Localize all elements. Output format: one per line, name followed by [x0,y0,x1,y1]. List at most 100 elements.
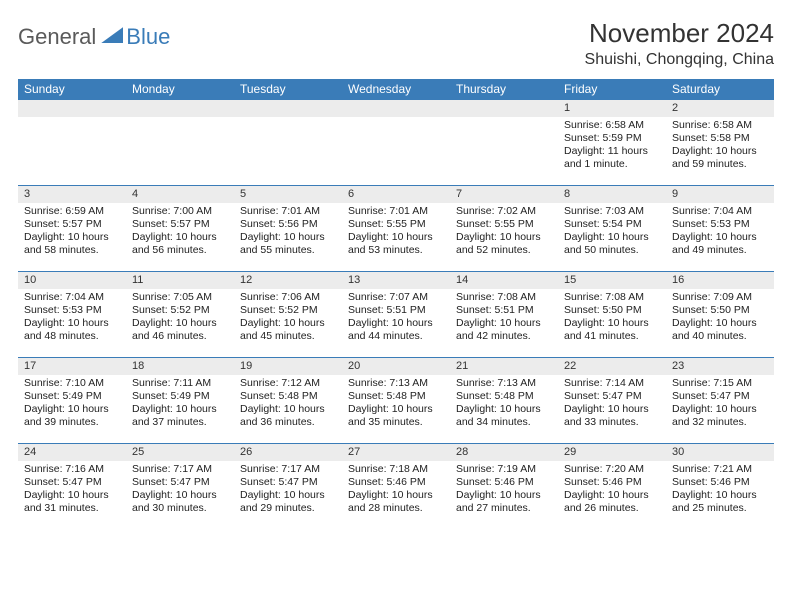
sunrise-text: Sunrise: 7:19 AM [456,463,552,476]
sunset-text: Sunset: 5:49 PM [24,390,120,403]
daylight-text: Daylight: 10 hours and 40 minutes. [672,317,768,343]
day-cell-4: 4Sunrise: 7:00 AMSunset: 5:57 PMDaylight… [126,185,234,271]
day-number: 24 [18,444,126,461]
daylight-text: Daylight: 10 hours and 55 minutes. [240,231,336,257]
day-number: 26 [234,444,342,461]
day-number: 28 [450,444,558,461]
day-number: 16 [666,272,774,289]
day-number [342,100,450,117]
sunset-text: Sunset: 5:59 PM [564,132,660,145]
sunrise-text: Sunrise: 7:17 AM [240,463,336,476]
day-number: 25 [126,444,234,461]
daylight-text: Daylight: 10 hours and 48 minutes. [24,317,120,343]
day-content: Sunrise: 7:14 AMSunset: 5:47 PMDaylight:… [558,375,666,432]
sunset-text: Sunset: 5:46 PM [348,476,444,489]
sunset-text: Sunset: 5:54 PM [564,218,660,231]
sunset-text: Sunset: 5:53 PM [672,218,768,231]
day-content: Sunrise: 7:00 AMSunset: 5:57 PMDaylight:… [126,203,234,260]
day-content: Sunrise: 7:17 AMSunset: 5:47 PMDaylight:… [234,461,342,518]
day-cell-2: 2Sunrise: 6:58 AMSunset: 5:58 PMDaylight… [666,99,774,185]
sunrise-text: Sunrise: 7:13 AM [456,377,552,390]
day-cell-11: 11Sunrise: 7:05 AMSunset: 5:52 PMDayligh… [126,271,234,357]
sunset-text: Sunset: 5:51 PM [456,304,552,317]
day-number: 7 [450,186,558,203]
day-cell-1: 1Sunrise: 6:58 AMSunset: 5:59 PMDaylight… [558,99,666,185]
sunset-text: Sunset: 5:58 PM [672,132,768,145]
sunrise-text: Sunrise: 7:07 AM [348,291,444,304]
logo-triangle-icon [101,27,123,43]
day-cell-13: 13Sunrise: 7:07 AMSunset: 5:51 PMDayligh… [342,271,450,357]
sunset-text: Sunset: 5:48 PM [240,390,336,403]
day-number: 18 [126,358,234,375]
page-header: General Blue November 2024 Shuishi, Chon… [18,18,774,69]
sunrise-text: Sunrise: 7:21 AM [672,463,768,476]
sunset-text: Sunset: 5:51 PM [348,304,444,317]
day-cell-18: 18Sunrise: 7:11 AMSunset: 5:49 PMDayligh… [126,357,234,443]
day-content: Sunrise: 7:16 AMSunset: 5:47 PMDaylight:… [18,461,126,518]
sunrise-text: Sunrise: 7:13 AM [348,377,444,390]
day-number: 23 [666,358,774,375]
calendar-page: General Blue November 2024 Shuishi, Chon… [0,0,792,541]
empty-cell [450,99,558,185]
sunrise-text: Sunrise: 7:00 AM [132,205,228,218]
sunrise-text: Sunrise: 7:15 AM [672,377,768,390]
day-cell-20: 20Sunrise: 7:13 AMSunset: 5:48 PMDayligh… [342,357,450,443]
day-number: 17 [18,358,126,375]
day-cell-29: 29Sunrise: 7:20 AMSunset: 5:46 PMDayligh… [558,443,666,529]
sunrise-text: Sunrise: 7:18 AM [348,463,444,476]
daylight-text: Daylight: 10 hours and 37 minutes. [132,403,228,429]
sunrise-text: Sunrise: 7:11 AM [132,377,228,390]
day-cell-25: 25Sunrise: 7:17 AMSunset: 5:47 PMDayligh… [126,443,234,529]
day-content [18,117,126,185]
sunrise-text: Sunrise: 7:14 AM [564,377,660,390]
logo-text-2: Blue [126,24,170,50]
logo-text-1: General [18,24,96,50]
day-content: Sunrise: 7:08 AMSunset: 5:50 PMDaylight:… [558,289,666,346]
sunset-text: Sunset: 5:55 PM [456,218,552,231]
daylight-text: Daylight: 10 hours and 35 minutes. [348,403,444,429]
sunset-text: Sunset: 5:47 PM [672,390,768,403]
daylight-text: Daylight: 10 hours and 27 minutes. [456,489,552,515]
sunrise-text: Sunrise: 7:01 AM [348,205,444,218]
daylight-text: Daylight: 10 hours and 33 minutes. [564,403,660,429]
day-cell-22: 22Sunrise: 7:14 AMSunset: 5:47 PMDayligh… [558,357,666,443]
sunrise-text: Sunrise: 7:06 AM [240,291,336,304]
sunset-text: Sunset: 5:47 PM [132,476,228,489]
day-content: Sunrise: 7:17 AMSunset: 5:47 PMDaylight:… [126,461,234,518]
day-content [342,117,450,185]
day-cell-7: 7Sunrise: 7:02 AMSunset: 5:55 PMDaylight… [450,185,558,271]
dow-header: Friday [558,79,666,99]
daylight-text: Daylight: 10 hours and 36 minutes. [240,403,336,429]
day-cell-27: 27Sunrise: 7:18 AMSunset: 5:46 PMDayligh… [342,443,450,529]
daylight-text: Daylight: 10 hours and 30 minutes. [132,489,228,515]
day-number: 21 [450,358,558,375]
day-number: 2 [666,100,774,117]
day-content: Sunrise: 7:01 AMSunset: 5:56 PMDaylight:… [234,203,342,260]
daylight-text: Daylight: 11 hours and 1 minute. [564,145,660,171]
sunset-text: Sunset: 5:52 PM [132,304,228,317]
dow-header: Thursday [450,79,558,99]
sunrise-text: Sunrise: 7:20 AM [564,463,660,476]
day-content: Sunrise: 7:21 AMSunset: 5:46 PMDaylight:… [666,461,774,518]
day-content: Sunrise: 7:20 AMSunset: 5:46 PMDaylight:… [558,461,666,518]
day-content: Sunrise: 7:09 AMSunset: 5:50 PMDaylight:… [666,289,774,346]
daylight-text: Daylight: 10 hours and 50 minutes. [564,231,660,257]
sunset-text: Sunset: 5:57 PM [132,218,228,231]
day-cell-8: 8Sunrise: 7:03 AMSunset: 5:54 PMDaylight… [558,185,666,271]
sunset-text: Sunset: 5:52 PM [240,304,336,317]
daylight-text: Daylight: 10 hours and 34 minutes. [456,403,552,429]
day-content: Sunrise: 7:15 AMSunset: 5:47 PMDaylight:… [666,375,774,432]
dow-header: Monday [126,79,234,99]
empty-cell [18,99,126,185]
sunrise-text: Sunrise: 7:17 AM [132,463,228,476]
day-number: 22 [558,358,666,375]
day-content [450,117,558,185]
day-cell-12: 12Sunrise: 7:06 AMSunset: 5:52 PMDayligh… [234,271,342,357]
daylight-text: Daylight: 10 hours and 31 minutes. [24,489,120,515]
sunrise-text: Sunrise: 6:59 AM [24,205,120,218]
day-content: Sunrise: 7:06 AMSunset: 5:52 PMDaylight:… [234,289,342,346]
day-cell-6: 6Sunrise: 7:01 AMSunset: 5:55 PMDaylight… [342,185,450,271]
day-content [126,117,234,185]
day-number: 4 [126,186,234,203]
day-cell-19: 19Sunrise: 7:12 AMSunset: 5:48 PMDayligh… [234,357,342,443]
